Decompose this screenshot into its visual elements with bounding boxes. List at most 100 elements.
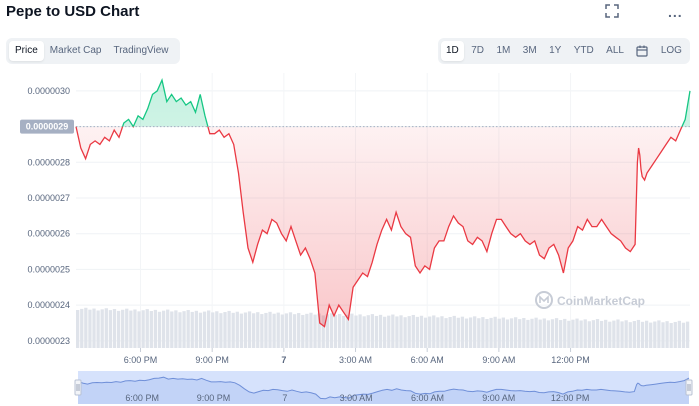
navigator-handle-left-grip [74, 379, 82, 396]
volume-bar [161, 310, 166, 348]
tab-7d[interactable]: 7D [471, 45, 485, 56]
navigator-tick-label: 12:00 PM [551, 393, 590, 403]
volume-bar [649, 322, 653, 348]
tab-market-cap[interactable]: Market Cap [49, 45, 102, 56]
volume-bar [174, 310, 178, 348]
volume-bar [104, 308, 108, 348]
y-axis-ticks: 0.0000030 0.0000028 0.0000027 0.0000026 0.00… [27, 86, 70, 346]
volume-bar [141, 310, 145, 348]
volume-bar [288, 312, 293, 348]
volume-bar [202, 311, 207, 348]
volume-bar [526, 319, 530, 348]
fullscreen-icon[interactable] [605, 4, 621, 20]
volume-bar [333, 315, 338, 348]
volume-bar [677, 320, 682, 348]
volume-bar [395, 316, 399, 348]
volume-bar [235, 311, 239, 348]
volume-bar [403, 317, 407, 348]
calendar-icon[interactable] [631, 45, 653, 57]
volume-bar [518, 319, 522, 348]
tab-tradingview[interactable]: TradingView [113, 45, 169, 56]
navigator-handle-left[interactable] [74, 379, 82, 396]
volume-bar [108, 310, 113, 348]
volume-bar [428, 316, 432, 348]
log-toggle[interactable]: LOG [660, 45, 682, 56]
tab-3m[interactable]: 3M [522, 45, 537, 56]
volume-bar [247, 311, 252, 348]
navigator-handle-right-grip [685, 379, 693, 396]
calendar-glyph [636, 45, 648, 57]
volume-bar [411, 314, 415, 348]
volume-bar [370, 314, 375, 348]
volume-bar [554, 318, 559, 348]
x-tick-label: 12:00 PM [551, 355, 590, 365]
volume-bar [149, 311, 153, 348]
volume-bar [215, 311, 219, 348]
volume-bar [468, 317, 473, 348]
navigator-handle-right[interactable] [685, 379, 693, 396]
volume-bar [252, 313, 256, 348]
tab-ytd[interactable]: YTD [573, 45, 594, 56]
volume-bar [452, 315, 456, 348]
volume-bar [534, 317, 538, 348]
price-line-down [75, 126, 683, 328]
volume-bar [509, 318, 514, 348]
coinmarketcap-logo-mark [539, 295, 549, 303]
tab-all[interactable]: ALL [606, 45, 624, 56]
volume-bar [137, 311, 141, 348]
volume-bar [112, 309, 117, 348]
volume-bar [481, 317, 485, 348]
volume-bar [595, 319, 600, 348]
volume-bar [383, 316, 387, 348]
volume-bar [567, 320, 571, 348]
volume-bar [76, 310, 80, 348]
x-tick-label: 7 [281, 355, 286, 365]
volume-bar [116, 310, 121, 348]
volume-bar [211, 312, 215, 348]
volume-bar [559, 320, 563, 348]
y-tick-label: 0.0000023 [27, 336, 70, 346]
tab-1d[interactable]: 1D [441, 41, 464, 61]
volume-bar [272, 313, 276, 348]
volume-bar [587, 321, 591, 348]
area-below-baseline [76, 126, 682, 327]
volume-bar [190, 311, 194, 348]
tab-1y[interactable]: 1Y [549, 45, 562, 56]
volume-bar [432, 315, 436, 348]
volume-bar [505, 319, 510, 348]
volume-bar [636, 319, 641, 348]
volume-bar [337, 313, 342, 348]
volume-bar [563, 318, 567, 348]
tab-1m[interactable]: 1M [496, 45, 511, 56]
volume-bar [620, 321, 624, 348]
chart-type-tabs: Price Market Cap TradingView [6, 38, 180, 64]
volume-bar [448, 316, 452, 348]
volume-bar [121, 309, 125, 348]
current-price-label: 0.0000029 [26, 122, 69, 132]
volume-bar [125, 308, 129, 348]
volume-bar [178, 312, 182, 348]
volume-bar [579, 320, 583, 348]
current-price-badge: 0.0000029 [20, 119, 74, 134]
tab-price[interactable]: Price [9, 41, 44, 61]
price-line: 0.0000029 [20, 78, 691, 328]
volume-bar [157, 311, 162, 348]
volume-bar [391, 314, 395, 348]
volume-bar [599, 320, 604, 348]
volume-bar [530, 318, 534, 348]
more-icon[interactable]: ... [668, 4, 683, 20]
volume-bar [440, 316, 444, 348]
volume-bar [415, 316, 420, 348]
volume-bar [88, 309, 92, 348]
y-tick-label: 0.0000027 [27, 193, 70, 203]
range-tabs: 1D 7D 1M 3M 1Y YTD ALL LOG [438, 38, 690, 64]
coinmarketcap-watermark-text: CoinMarketCap [557, 294, 645, 308]
volume-bar [464, 318, 469, 348]
volume-bar [673, 321, 677, 348]
volume-bar [350, 313, 354, 348]
volume-bar [444, 318, 448, 348]
volume-bar [346, 314, 350, 348]
volume-bar [153, 309, 158, 348]
volume-bar [309, 312, 313, 348]
volume-bar [297, 313, 301, 348]
